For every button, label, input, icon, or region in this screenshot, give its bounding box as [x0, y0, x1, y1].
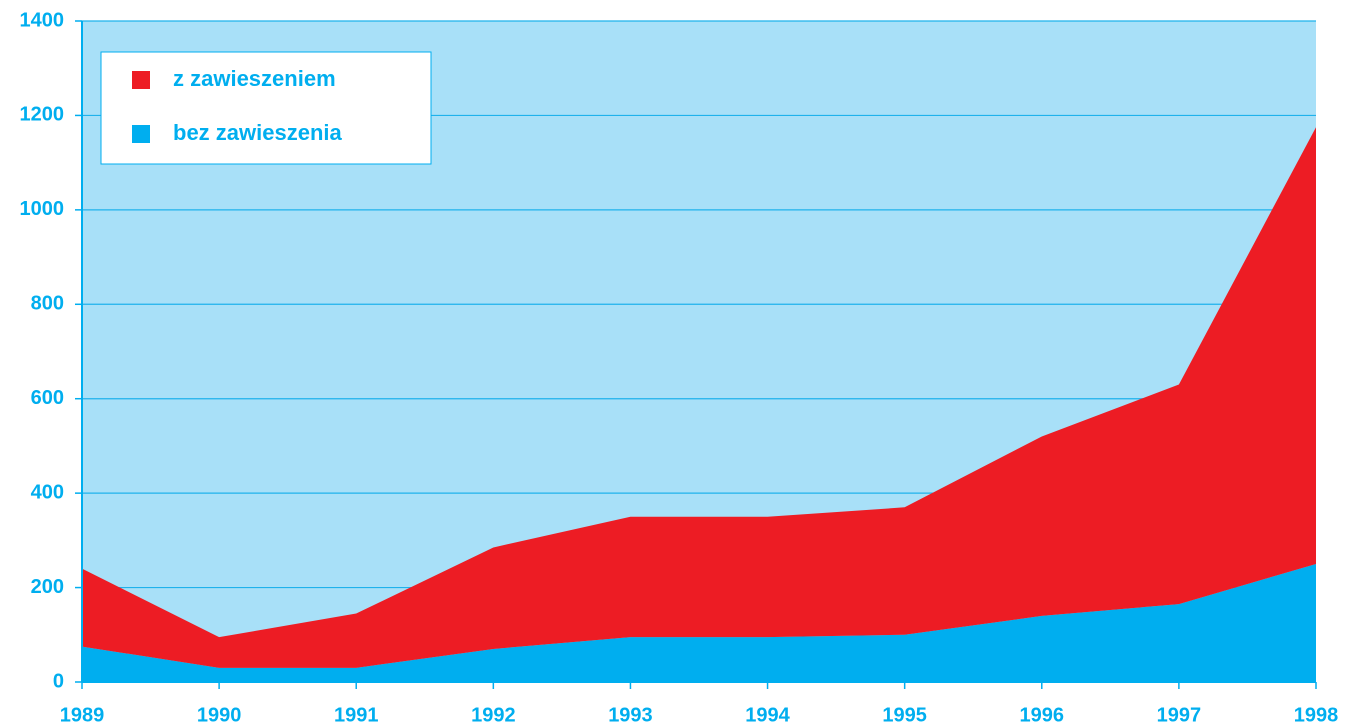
x-tick-label: 1990 [197, 704, 242, 726]
y-tick-label: 600 [31, 387, 64, 409]
x-tick-label: 1992 [471, 704, 516, 726]
x-tick-label: 1994 [745, 704, 790, 726]
y-tick-label: 800 [31, 293, 64, 315]
legend-swatch [132, 125, 150, 143]
y-tick-label: 200 [31, 576, 64, 598]
legend-box [100, 51, 432, 165]
y-tick-label: 1400 [20, 9, 65, 31]
legend-label: z zawieszeniem [173, 66, 336, 91]
x-tick-label: 1993 [608, 704, 653, 726]
y-tick-label: 0 [53, 670, 64, 692]
x-tick-label: 1998 [1294, 704, 1339, 726]
x-tick-label: 1996 [1020, 704, 1065, 726]
y-tick-label: 1200 [20, 104, 65, 126]
legend-swatch [132, 71, 150, 89]
legend-label: bez zawieszenia [173, 120, 343, 145]
y-tick-label: 400 [31, 481, 64, 503]
area [82, 127, 1316, 668]
y-tick-label: 1000 [20, 198, 65, 220]
x-tick-label: 1997 [1157, 704, 1202, 726]
area [82, 563, 1316, 682]
x-tick-label: 1991 [334, 704, 379, 726]
x-tick-label: 1995 [882, 704, 927, 726]
x-tick-label: 1989 [60, 704, 105, 726]
